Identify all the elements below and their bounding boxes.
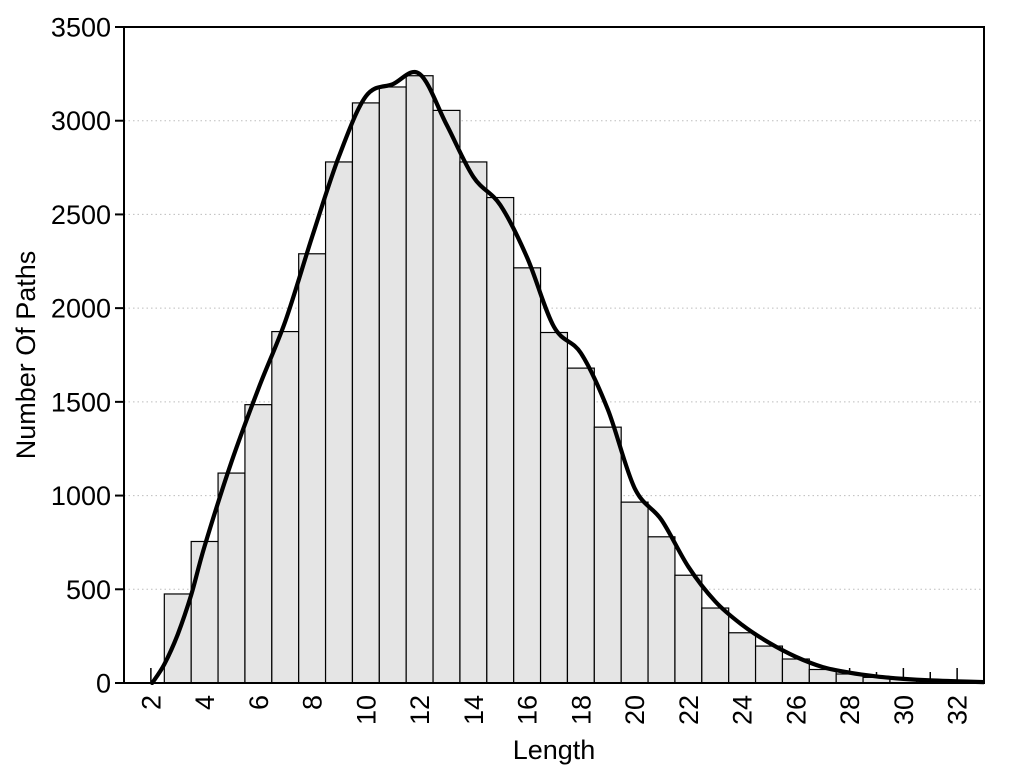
bars-group: [163, 75, 984, 684]
histogram-bar: [459, 161, 488, 684]
x-tick-label: 6: [244, 695, 274, 710]
histogram-bar: [513, 267, 542, 684]
histogram-bar: [593, 426, 622, 684]
x-tick-label: 20: [620, 695, 650, 725]
x-tick-label: 28: [835, 695, 865, 725]
x-tick-label: 4: [190, 695, 220, 710]
histogram-bar: [701, 607, 730, 684]
x-tick-label: 32: [943, 695, 973, 725]
x-tick-label: 18: [566, 695, 596, 725]
x-tick-label: 22: [674, 695, 704, 725]
histogram-bar: [324, 161, 354, 684]
x-tick-label: 30: [889, 695, 919, 725]
smooth-fit-curve: [150, 70, 984, 685]
histogram-bar: [728, 632, 757, 684]
x-tick-label: 2: [136, 695, 166, 710]
histogram-bar: [620, 501, 649, 684]
x-tick-label: 8: [298, 695, 328, 710]
histogram-bar: [539, 331, 569, 684]
y-tick-label: 2000: [51, 294, 111, 324]
y-tick-label: 1500: [51, 387, 111, 417]
x-tick-label: 10: [351, 695, 381, 725]
histogram-bar: [566, 367, 595, 684]
x-tick-label: 12: [405, 695, 435, 725]
curve-group: [150, 70, 984, 685]
y-axis-title: Number Of Paths: [11, 251, 41, 460]
x-tick-label: 24: [728, 695, 758, 725]
histogram-bar: [351, 102, 380, 684]
y-tick-label: 3000: [51, 106, 111, 136]
histogram-bar: [217, 472, 246, 684]
histogram-bar: [405, 75, 434, 684]
x-tick-label: 26: [781, 695, 811, 725]
plot-border: [123, 26, 985, 684]
histogram-bar: [271, 330, 300, 684]
y-tick-label: 500: [66, 575, 111, 605]
x-tick-label: 14: [459, 695, 489, 725]
y-tick-label: 1000: [51, 481, 111, 511]
histogram-bar: [674, 574, 703, 684]
histogram-bar: [190, 540, 219, 684]
histogram-bar: [647, 536, 676, 684]
x-axis-title: Length: [513, 735, 596, 765]
histogram-bar: [298, 253, 327, 684]
histogram-bar: [244, 404, 273, 684]
histogram-bar: [486, 196, 515, 684]
y-tick-label: 2500: [51, 200, 111, 230]
y-tick-label: 3500: [51, 13, 111, 43]
histogram-bar: [754, 645, 784, 684]
histogram-bar: [378, 86, 407, 684]
histogram-bar: [432, 109, 461, 684]
x-tick-label: 16: [513, 695, 543, 725]
y-tick-label: 0: [96, 669, 111, 699]
